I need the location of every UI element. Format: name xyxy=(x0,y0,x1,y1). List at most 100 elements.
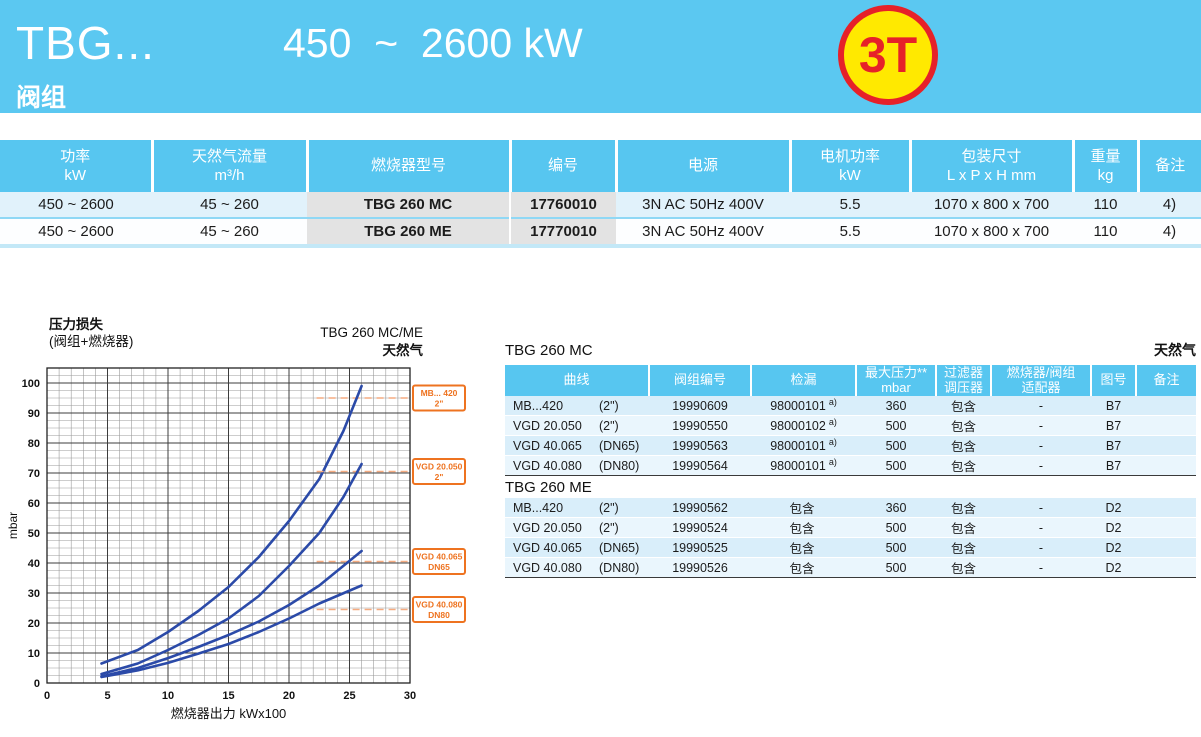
cell-adapter: - xyxy=(991,557,1091,578)
cell-figure: B7 xyxy=(1091,396,1137,416)
y-tick-label: 80 xyxy=(28,438,40,450)
chart-title: 压力损失 xyxy=(49,316,103,332)
cell-note xyxy=(1136,435,1197,456)
x-tick-label: 0 xyxy=(44,690,50,702)
cell-gas-flow: 45 ~ 260 xyxy=(152,217,307,246)
cell-valve-code: 19990563 xyxy=(649,435,752,456)
cell-valve-code: 19990525 xyxy=(649,537,751,558)
cell-adapter: - xyxy=(991,435,1092,456)
cell-curve: MB...420 xyxy=(505,498,591,518)
cell-valve-code: 19990526 xyxy=(649,557,751,578)
cell-max-pressure: 500 xyxy=(856,517,936,538)
cell-size: (2") xyxy=(591,517,649,538)
table-row: VGD 40.065 (DN65) 19990563 98000101 a) 50… xyxy=(505,435,1197,456)
x-axis-label: 燃烧器出力 kWx100 xyxy=(171,706,287,721)
cell-size: (2") xyxy=(591,498,649,518)
cell-max-pressure: 360 xyxy=(856,498,936,518)
curve-label-box xyxy=(412,384,466,412)
cell-power: 450 ~ 2600 xyxy=(0,192,152,218)
curve-label-name: MB... 420 xyxy=(421,388,458,398)
col-code: 编号 xyxy=(510,140,618,192)
table-row: VGD 40.080 (DN80) 19990564 98000101 a) 50… xyxy=(505,455,1197,476)
col-figure: 图号 xyxy=(1091,365,1138,396)
col-max-pressure: 最大压力** mbar xyxy=(856,365,938,396)
cell-leak-check: 包含 xyxy=(751,498,856,518)
table-row: VGD 20.050 (2") 19990550 98000102 a) 500 … xyxy=(505,415,1197,436)
curve-label-size: 2" xyxy=(435,472,444,482)
cell-figure: D2 xyxy=(1091,537,1136,558)
cell-filter-regulator: 包含 xyxy=(936,537,991,558)
footnote-marker: a) xyxy=(828,417,837,428)
cell-adapter: - xyxy=(991,498,1091,518)
cell-note xyxy=(1136,415,1197,436)
curve-label-box xyxy=(412,596,466,623)
cell-valve-code: 19990524 xyxy=(649,517,751,538)
cell-valve-code: 19990562 xyxy=(649,498,751,518)
cell-size: (DN65) xyxy=(591,537,649,558)
y-tick-label: 100 xyxy=(22,378,40,390)
chart-plot-border xyxy=(46,367,411,684)
cell-code: 17760010 xyxy=(509,192,616,218)
cell-code: 17770010 xyxy=(509,217,616,246)
valve-table-header: 曲线 阀组编号 检漏 最大压力** mbar 过滤器 调压器 燃烧器/阀组 适配器 图… xyxy=(505,365,1197,396)
table-row: VGD 40.065 (DN65) 19990525 包含 500 包含 - D… xyxy=(505,537,1196,558)
cell-valve-code: 19990609 xyxy=(649,396,752,416)
cell-motor-power: 5.5 xyxy=(790,192,910,218)
col-adapter: 燃烧器/阀组 适配器 xyxy=(991,365,1093,396)
col-motor-power: 电机功率 kW xyxy=(790,140,912,192)
table-row: 450 ~ 2600 45 ~ 260 TBG 260 MC 17760010 … xyxy=(0,192,1201,218)
chart-curve xyxy=(100,462,363,676)
y-axis-label: mbar xyxy=(6,512,20,539)
cell-note xyxy=(1136,537,1196,558)
y-tick-label: 90 xyxy=(28,408,40,420)
curve-label-size: 2" xyxy=(435,399,444,409)
y-tick-label: 30 xyxy=(28,588,40,600)
spec-table: 功率 kW 天然气流量 m³/h 燃烧器型号 编号 电源 电机功率 kW 包装尺寸 L … xyxy=(0,140,1201,248)
cell-filter-regulator: 包含 xyxy=(936,396,992,416)
chart-gas-label: 天然气 xyxy=(383,342,424,358)
table-row: 450 ~ 2600 45 ~ 260 TBG 260 ME 17770010 … xyxy=(0,217,1201,246)
table-row: VGD 20.050 (2") 19990524 包含 500 包含 - D2 xyxy=(505,517,1196,538)
valve-table-me: MB...420 (2") 19990562 包含 360 包含 - D2 VG… xyxy=(505,498,1196,578)
cell-size: (2") xyxy=(591,396,650,416)
cell-note xyxy=(1136,396,1197,416)
chart-model-label: TBG 260 MC/ME xyxy=(320,325,423,340)
x-tick-label: 25 xyxy=(343,690,355,702)
cell-gas-flow: 45 ~ 260 xyxy=(152,192,307,218)
cell-power: 450 ~ 2600 xyxy=(0,217,152,246)
chart-curve xyxy=(100,549,363,678)
col-remark: 备注 xyxy=(1138,140,1201,192)
cell-burner-model: TBG 260 ME xyxy=(307,217,510,246)
cell-figure: B7 xyxy=(1091,435,1137,456)
cell-leak-check: 98000101 a) xyxy=(751,435,857,456)
cell-power-supply: 3N AC 50Hz 400V xyxy=(616,192,790,218)
cell-power-supply: 3N AC 50Hz 400V xyxy=(616,217,790,246)
cell-burner-model: TBG 260 MC xyxy=(307,192,510,218)
cell-weight: 110 xyxy=(1073,217,1138,246)
col-power-supply: 电源 xyxy=(616,140,792,192)
cell-leak-check: 包含 xyxy=(751,537,856,558)
cell-remark: 4) xyxy=(1138,217,1201,246)
y-tick-label: 70 xyxy=(28,468,40,480)
y-tick-label: 0 xyxy=(34,678,40,690)
cell-max-pressure: 500 xyxy=(856,557,936,578)
spec-table-header: 功率 kW 天然气流量 m³/h 燃烧器型号 编号 电源 电机功率 kW 包装尺寸 L … xyxy=(0,140,1201,192)
x-tick-label: 30 xyxy=(404,690,416,702)
curve-label-size: DN80 xyxy=(428,610,450,620)
curve-label-name: VGD 40.080 xyxy=(416,600,463,610)
valve-group-section: TBG 260 MC 天然气 曲线 阀组编号 检漏 最大压力** mbar 过滤器… xyxy=(505,340,1197,578)
cell-valve-code: 19990550 xyxy=(649,415,752,436)
cell-motor-power: 5.5 xyxy=(790,217,910,246)
y-tick-label: 40 xyxy=(28,558,40,570)
col-leak-check: 检漏 xyxy=(751,365,858,396)
cell-size: (2") xyxy=(591,415,650,436)
cell-adapter: - xyxy=(991,396,1092,416)
col-package-size: 包装尺寸 L x P x H mm xyxy=(910,140,1075,192)
cell-curve: VGD 40.065 xyxy=(505,435,591,456)
cell-package-size: 1070 x 800 x 700 xyxy=(910,217,1073,246)
y-tick-label: 60 xyxy=(28,498,40,510)
cell-max-pressure: 360 xyxy=(856,396,937,416)
cell-note xyxy=(1136,517,1196,538)
model-subtitle: 阀组 xyxy=(16,84,67,112)
